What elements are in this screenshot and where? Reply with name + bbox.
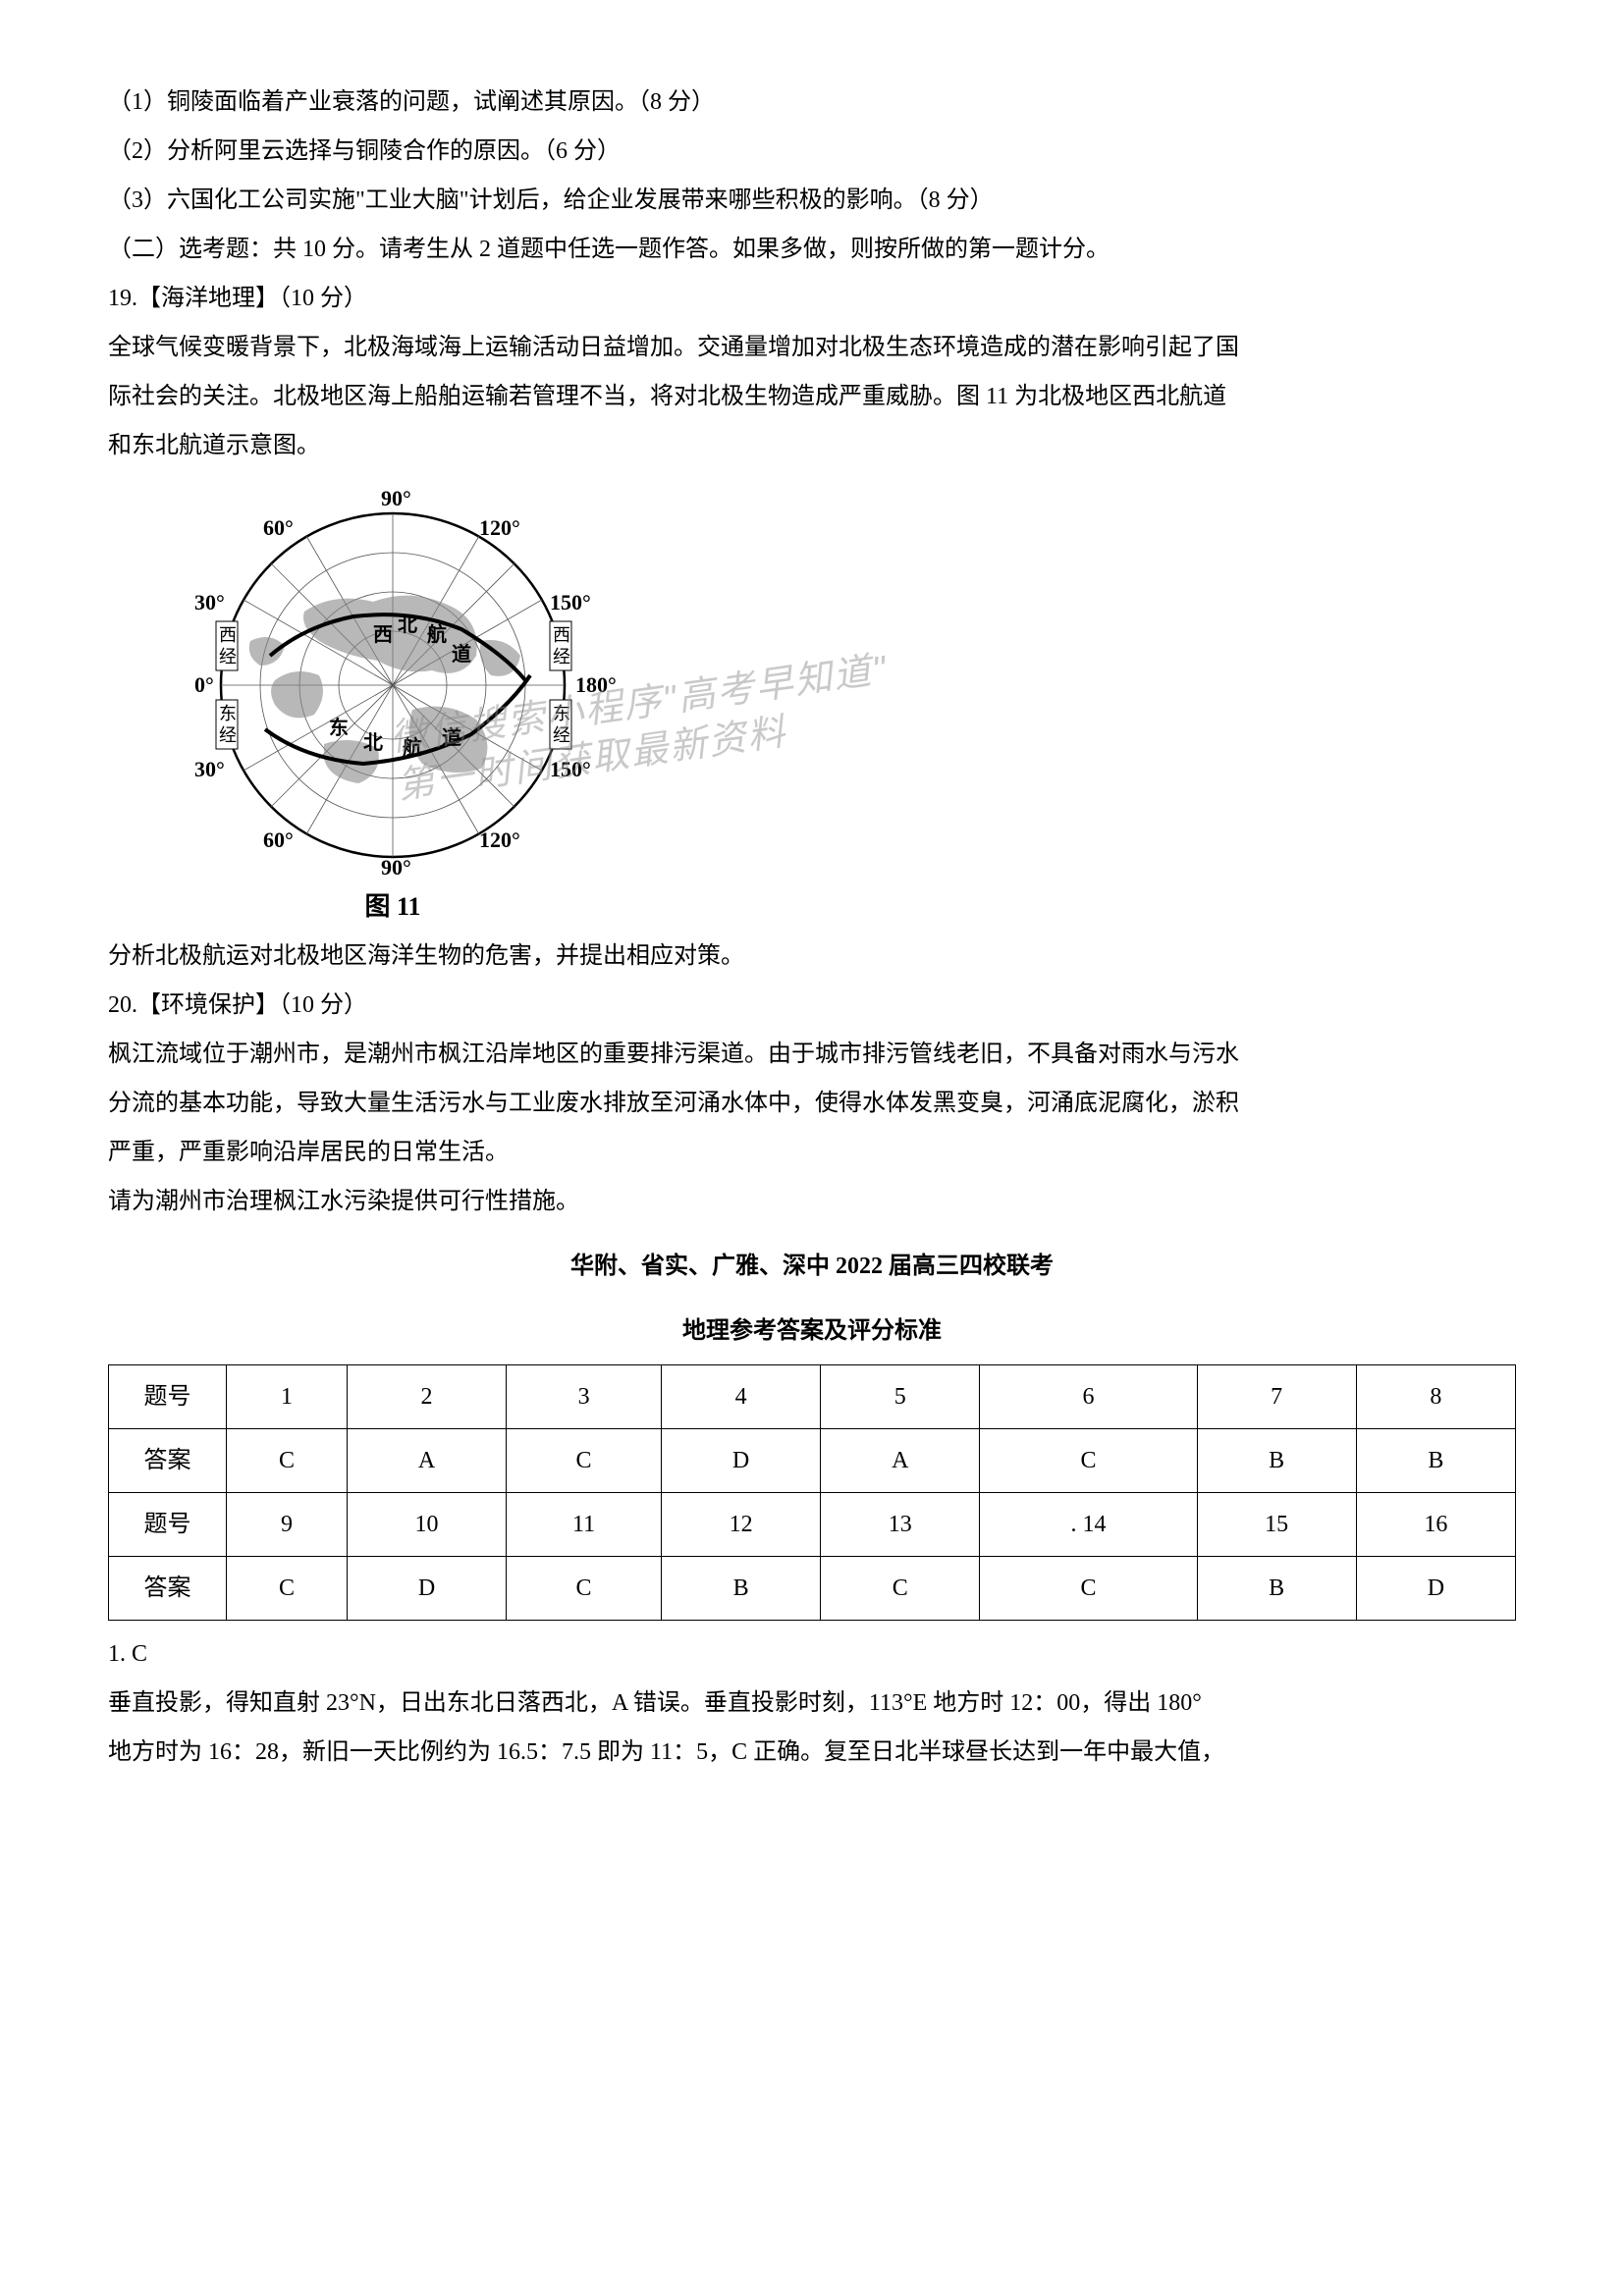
- arctic-map-figure: 西 北 航 道 东 北 航 道 90° 120° 150° 180° 150° …: [108, 484, 677, 886]
- svg-text:西: 西: [553, 625, 570, 645]
- svg-text:30°: 30°: [194, 590, 225, 614]
- table-cell: 5: [821, 1365, 980, 1429]
- svg-text:航: 航: [403, 735, 422, 759]
- svg-text:150°: 150°: [550, 757, 591, 781]
- svg-text:30°: 30°: [194, 757, 225, 781]
- table-cell: B: [1356, 1429, 1515, 1493]
- question-1: （1）铜陵面临着产业衰落的问题，试阐述其原因。（8 分）: [108, 79, 1516, 126]
- explanation-header: 1. C: [108, 1630, 1516, 1678]
- svg-text:0°: 0°: [194, 672, 214, 697]
- question-20-body-1: 枫江流域位于潮州市，是潮州市枫江沿岸地区的重要排污渠道。由于城市排污管线老旧，不…: [108, 1031, 1516, 1078]
- question-19-task: 分析北极航运对北极地区海洋生物的危害，并提出相应对策。: [108, 933, 1516, 980]
- row-label: 题号: [109, 1365, 227, 1429]
- svg-text:60°: 60°: [263, 828, 294, 852]
- svg-text:180°: 180°: [575, 672, 617, 697]
- question-20-header: 20.【环境保护】（10 分）: [108, 982, 1516, 1029]
- table-cell: 2: [347, 1365, 506, 1429]
- svg-text:道: 道: [442, 725, 461, 749]
- table-cell: 3: [507, 1365, 662, 1429]
- svg-text:东: 东: [329, 716, 349, 739]
- table-cell: C: [507, 1429, 662, 1493]
- table-cell: 16: [1356, 1493, 1515, 1557]
- svg-text:150°: 150°: [550, 590, 591, 614]
- arctic-map-svg: 西 北 航 道 东 北 航 道 90° 120° 150° 180° 150° …: [108, 484, 677, 886]
- table-cell: 13: [821, 1493, 980, 1557]
- row-label: 题号: [109, 1493, 227, 1557]
- svg-text:120°: 120°: [479, 828, 520, 852]
- table-row: 题号 9 10 11 12 13 . 14 15 16: [109, 1493, 1516, 1557]
- question-19-body-3: 和东北航道示意图。: [108, 422, 1516, 469]
- svg-text:60°: 60°: [263, 515, 294, 540]
- table-cell: 7: [1197, 1365, 1356, 1429]
- table-cell: D: [661, 1429, 820, 1493]
- table-cell: 15: [1197, 1493, 1356, 1557]
- exam-title-2: 地理参考答案及评分标准: [108, 1308, 1516, 1355]
- svg-text:北: 北: [363, 731, 383, 754]
- table-cell: 8: [1356, 1365, 1515, 1429]
- answer-key-table: 题号 1 2 3 4 5 6 7 8 答案 C A C D A C B B 题号…: [108, 1364, 1516, 1621]
- table-cell: B: [1197, 1557, 1356, 1621]
- table-cell: C: [227, 1429, 348, 1493]
- table-cell: A: [821, 1429, 980, 1493]
- svg-text:经: 经: [219, 647, 237, 667]
- figure-caption: 图 11: [108, 881, 677, 933]
- section-header: （二）选考题：共 10 分。请考生从 2 道题中任选一题作答。如果多做，则按所做…: [108, 226, 1516, 273]
- table-cell: 12: [661, 1493, 820, 1557]
- table-cell: 10: [347, 1493, 506, 1557]
- svg-text:西: 西: [373, 624, 393, 646]
- table-cell: 9: [227, 1493, 348, 1557]
- explanation-body-1: 垂直投影，得知直射 23°N，日出东北日落西北，A 错误。垂直投影时刻，113°…: [108, 1680, 1516, 1727]
- svg-text:经: 经: [553, 647, 570, 667]
- svg-text:航: 航: [427, 622, 447, 646]
- question-20-body-3: 严重，严重影响沿岸居民的日常生活。: [108, 1129, 1516, 1176]
- table-cell: B: [661, 1557, 820, 1621]
- exam-title-1: 华附、省实、广雅、深中 2022 届高三四校联考: [108, 1243, 1516, 1290]
- question-3: （3）六国化工公司实施"工业大脑"计划后，给企业发展带来哪些积极的影响。（8 分…: [108, 177, 1516, 224]
- table-cell: . 14: [980, 1493, 1197, 1557]
- table-cell: D: [1356, 1557, 1515, 1621]
- svg-text:道: 道: [452, 642, 471, 666]
- question-19-header: 19.【海洋地理】（10 分）: [108, 275, 1516, 322]
- table-cell: 4: [661, 1365, 820, 1429]
- row-label: 答案: [109, 1429, 227, 1493]
- table-cell: C: [980, 1557, 1197, 1621]
- lon-90: 90°: [381, 486, 411, 510]
- table-cell: 1: [227, 1365, 348, 1429]
- question-20-task: 请为潮州市治理枫江水污染提供可行性措施。: [108, 1178, 1516, 1225]
- svg-text:东: 东: [553, 704, 570, 723]
- question-19-body-1: 全球气候变暖背景下，北极海域海上运输活动日益增加。交通量增加对北极生态环境造成的…: [108, 324, 1516, 371]
- row-label: 答案: [109, 1557, 227, 1621]
- svg-text:东: 东: [219, 704, 237, 723]
- table-cell: B: [1197, 1429, 1356, 1493]
- table-row: 题号 1 2 3 4 5 6 7 8: [109, 1365, 1516, 1429]
- table-row: 答案 C A C D A C B B: [109, 1429, 1516, 1493]
- table-cell: 6: [980, 1365, 1197, 1429]
- svg-text:经: 经: [219, 725, 237, 745]
- svg-text:西: 西: [219, 625, 237, 645]
- table-cell: C: [821, 1557, 980, 1621]
- table-cell: A: [347, 1429, 506, 1493]
- table-cell: C: [980, 1429, 1197, 1493]
- svg-text:北: 北: [398, 614, 417, 636]
- svg-text:90°: 90°: [381, 855, 411, 880]
- svg-text:120°: 120°: [479, 515, 520, 540]
- table-cell: D: [347, 1557, 506, 1621]
- question-19-body-2: 际社会的关注。北极地区海上船舶运输若管理不当，将对北极生物造成严重威胁。图 11…: [108, 373, 1516, 420]
- table-cell: C: [507, 1557, 662, 1621]
- table-row: 答案 C D C B C C B D: [109, 1557, 1516, 1621]
- explanation-body-2: 地方时为 16：28，新旧一天比例约为 16.5：7.5 即为 11：5，C 正…: [108, 1729, 1516, 1776]
- table-cell: C: [227, 1557, 348, 1621]
- table-cell: 11: [507, 1493, 662, 1557]
- svg-text:经: 经: [553, 725, 570, 745]
- question-20-body-2: 分流的基本功能，导致大量生活污水与工业废水排放至河涌水体中，使得水体发黑变臭，河…: [108, 1080, 1516, 1127]
- question-2: （2）分析阿里云选择与铜陵合作的原因。（6 分）: [108, 128, 1516, 175]
